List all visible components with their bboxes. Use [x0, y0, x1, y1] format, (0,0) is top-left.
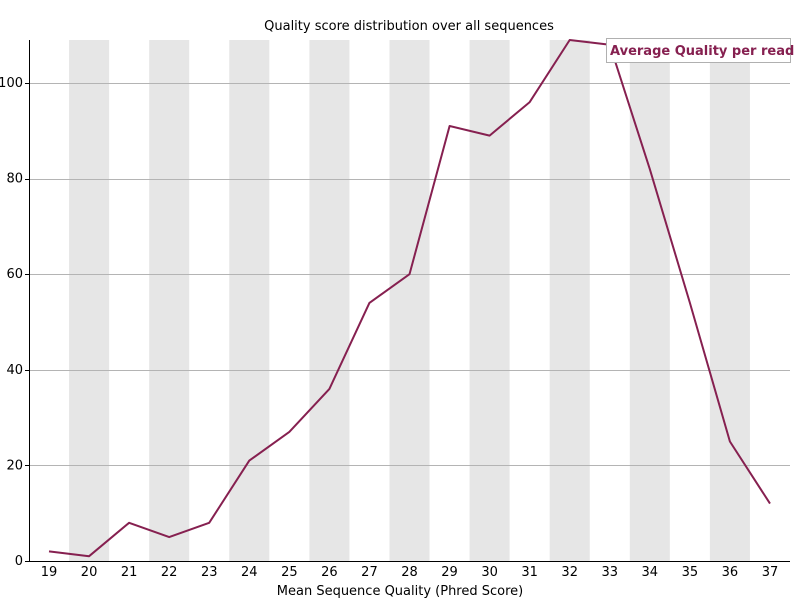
- x-tick-label-24: 24: [241, 565, 258, 580]
- y-tick-label-80: 80: [6, 172, 23, 187]
- x-tick-label-35: 35: [682, 565, 699, 580]
- band-22: [149, 40, 190, 561]
- x-tick-label-23: 23: [201, 565, 218, 580]
- x-tick-label-33: 33: [601, 565, 618, 580]
- band-24: [229, 40, 270, 561]
- x-tick-label-25: 25: [281, 565, 298, 580]
- x-tick-labels: 19 20 21 22 23 24 25 26 27 28 29 30 31 32 33 34 35 36 37: [41, 565, 778, 580]
- x-tick-label-37: 37: [762, 565, 779, 580]
- y-tick-label-100: 100: [0, 76, 23, 91]
- series-line-0: [48, 39, 771, 558]
- x-tick-label-26: 26: [321, 565, 338, 580]
- x-tick-label-22: 22: [161, 565, 178, 580]
- x-tick-label-20: 20: [81, 565, 98, 580]
- x-tick-label-27: 27: [361, 565, 378, 580]
- x-tick-label-31: 31: [521, 565, 538, 580]
- x-tick-label-21: 21: [121, 565, 138, 580]
- y-tick-label-20: 20: [6, 458, 23, 473]
- y-tick-labels: 0 20 40 60 80 100: [0, 76, 29, 569]
- x-axis-label: Mean Sequence Quality (Phred Score): [277, 584, 523, 599]
- y-tick-label-40: 40: [6, 363, 23, 378]
- x-tick-label-32: 32: [561, 565, 578, 580]
- axes: [29, 40, 790, 562]
- x-tick-label-29: 29: [441, 565, 458, 580]
- x-tick-label-28: 28: [401, 565, 418, 580]
- band-28: [389, 40, 430, 561]
- y-tick-label-60: 60: [6, 267, 23, 282]
- band-20: [69, 40, 110, 561]
- y-tick-label-0: 0: [15, 554, 23, 569]
- legend-box: [606, 38, 791, 63]
- x-tick-label-19: 19: [41, 565, 58, 580]
- alternating-bands: [69, 40, 750, 561]
- x-tick-label-30: 30: [481, 565, 498, 580]
- band-32: [549, 40, 590, 561]
- band-30: [469, 40, 510, 561]
- series-lines: [48, 39, 771, 558]
- legend-entry-average-quality-per-read: Average Quality per read: [610, 44, 794, 59]
- chart-title: Quality score distribution over all sequ…: [264, 19, 554, 34]
- legend: Average Quality per read: [606, 38, 794, 63]
- x-tick-label-34: 34: [642, 565, 659, 580]
- band-26: [309, 40, 350, 561]
- band-34: [629, 40, 670, 561]
- band-36: [709, 40, 750, 561]
- x-tick-label-36: 36: [722, 565, 739, 580]
